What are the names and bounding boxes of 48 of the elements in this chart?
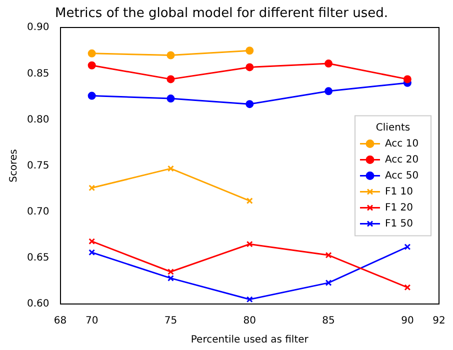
y-axis-title: Scores [8, 149, 20, 182]
x-tick-label: 90 [401, 316, 414, 327]
point [324, 87, 333, 96]
y-tick-label: 0.90 [27, 22, 50, 34]
x-tick-label: 92 [432, 316, 446, 327]
point [88, 49, 96, 58]
point [324, 60, 333, 68]
legend-label: Acc 50 [385, 170, 419, 182]
legend-title: Clients [376, 122, 410, 134]
y-tick-label: 0.60 [27, 298, 50, 310]
x-tick-label: 70 [85, 316, 98, 327]
point [246, 240, 253, 248]
point [325, 252, 332, 258]
point [403, 75, 412, 84]
x-tick-label: 80 [243, 316, 256, 327]
legend-label: F1 50 [385, 218, 414, 230]
point [166, 75, 175, 84]
point [88, 249, 96, 256]
point [166, 51, 175, 60]
point [88, 184, 96, 192]
point [246, 46, 254, 55]
point [246, 100, 254, 108]
chart-title: Metrics of the global model for different filter used. [55, 6, 388, 22]
x-tick-label: 75 [164, 316, 178, 327]
x-axis-title: Percentile used as filter [190, 334, 310, 346]
point [168, 165, 174, 172]
point [404, 284, 411, 291]
y-tick-label: 0.65 [27, 252, 50, 264]
point [166, 94, 175, 103]
y-tick-label: 0.80 [27, 114, 50, 126]
legend-label: Acc 20 [385, 154, 419, 166]
x-tick-label: 85 [322, 316, 335, 327]
legend-label: F1 10 [385, 186, 414, 198]
point [246, 63, 254, 72]
point [246, 198, 253, 204]
point [88, 238, 96, 245]
point [88, 61, 96, 70]
legend-label: F1 20 [385, 202, 414, 214]
y-tick-label: 0.85 [27, 68, 50, 80]
x-tick-label: 68 [54, 316, 67, 327]
point [168, 268, 174, 275]
y-tick-label: 0.75 [27, 160, 50, 172]
point [168, 274, 174, 282]
y-tick-label: 0.70 [27, 206, 50, 218]
point [88, 92, 96, 100]
point [246, 296, 253, 303]
legend-label: Acc 10 [385, 138, 419, 150]
point [325, 280, 332, 286]
